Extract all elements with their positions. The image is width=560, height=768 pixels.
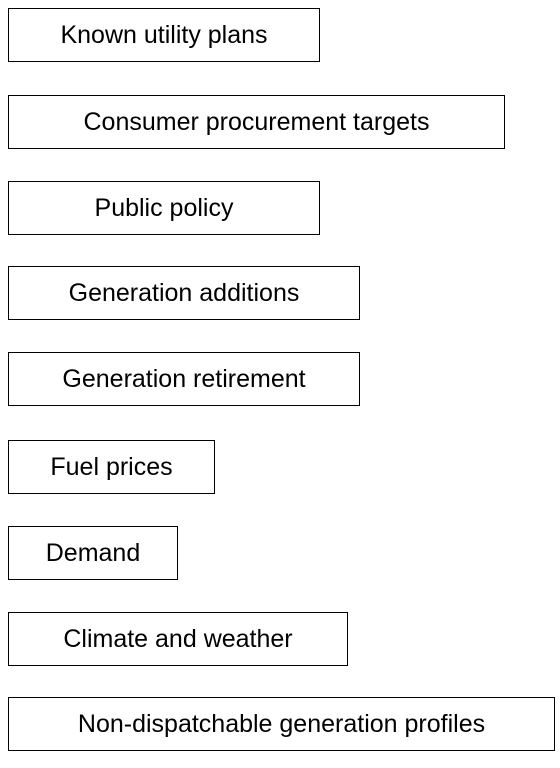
node: Generation retirement <box>8 352 360 406</box>
node: Known utility plans <box>8 8 320 62</box>
node: Non-dispatchable generation profiles <box>8 697 555 751</box>
node: Consumer procurement targets <box>8 95 505 149</box>
node: Climate and weather <box>8 612 348 666</box>
node: Fuel prices <box>8 440 215 494</box>
node: Demand <box>8 526 178 580</box>
node: Public policy <box>8 181 320 235</box>
node: Generation additions <box>8 266 360 320</box>
